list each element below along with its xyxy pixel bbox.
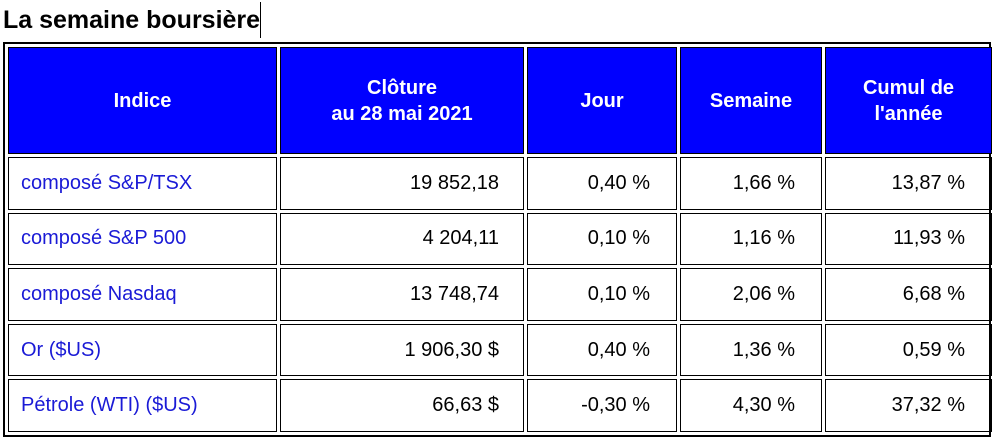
cell-semaine: 1,66 %: [680, 157, 822, 210]
table-row: composé S&P/TSX 19 852,18 0,40 % 1,66 % …: [8, 157, 992, 210]
header-cumul-line2: l'année: [874, 102, 943, 125]
market-table-grid: Indice Clôture au 28 mai 2021 Jour Semai…: [5, 44, 995, 435]
cell-cloture: 66,63 $: [280, 379, 524, 432]
cell-indice: Or ($US): [8, 323, 277, 377]
cell-indice: composé S&P 500: [8, 212, 277, 266]
cell-semaine: 1,16 %: [680, 212, 822, 266]
cell-indice: composé S&P/TSX: [8, 157, 277, 210]
cell-semaine: 1,36 %: [680, 323, 822, 377]
cell-cumul: 0,59 %: [825, 323, 992, 377]
cell-cumul: 13,87 %: [825, 157, 992, 210]
cell-cloture: 1 906,30 $: [280, 323, 524, 377]
header-semaine: Semaine: [680, 47, 822, 154]
cell-cloture: 19 852,18: [280, 157, 524, 210]
market-table: Indice Clôture au 28 mai 2021 Jour Semai…: [3, 42, 992, 437]
table-row: composé S&P 500 4 204,11 0,10 % 1,16 % 1…: [8, 212, 992, 266]
cell-cumul: 6,68 %: [825, 268, 992, 321]
cell-semaine: 2,06 %: [680, 268, 822, 321]
cell-semaine: 4,30 %: [680, 379, 822, 432]
cell-cloture: 4 204,11: [280, 212, 524, 266]
header-cumul: Cumul de l'année: [825, 47, 992, 154]
header-cumul-line1: Cumul de: [862, 76, 955, 99]
header-indice: Indice: [8, 47, 277, 154]
cell-cumul: 11,93 %: [825, 212, 992, 266]
table-row: Pétrole (WTI) ($US) 66,63 $ -0,30 % 4,30…: [8, 379, 992, 432]
table-row: composé Nasdaq 13 748,74 0,10 % 2,06 % 6…: [8, 268, 992, 321]
cell-cloture: 13 748,74: [280, 268, 524, 321]
header-jour: Jour: [527, 47, 677, 154]
page-title: La semaine boursière: [3, 2, 262, 38]
cell-cumul: 37,32 %: [825, 379, 992, 432]
cell-jour: -0,30 %: [527, 379, 677, 432]
table-header-row: Indice Clôture au 28 mai 2021 Jour Semai…: [8, 47, 992, 154]
table-row: Or ($US) 1 906,30 $ 0,40 % 1,36 % 0,59 %: [8, 323, 992, 377]
cell-indice: Pétrole (WTI) ($US): [8, 379, 277, 432]
cell-jour: 0,10 %: [527, 212, 677, 266]
header-cloture: Clôture au 28 mai 2021: [280, 47, 524, 154]
cell-jour: 0,40 %: [527, 323, 677, 377]
header-cloture-line2: au 28 mai 2021: [331, 102, 473, 125]
cell-jour: 0,40 %: [527, 157, 677, 210]
cell-indice: composé Nasdaq: [8, 268, 277, 321]
header-cloture-line1: Clôture: [367, 76, 437, 99]
cell-jour: 0,10 %: [527, 268, 677, 321]
